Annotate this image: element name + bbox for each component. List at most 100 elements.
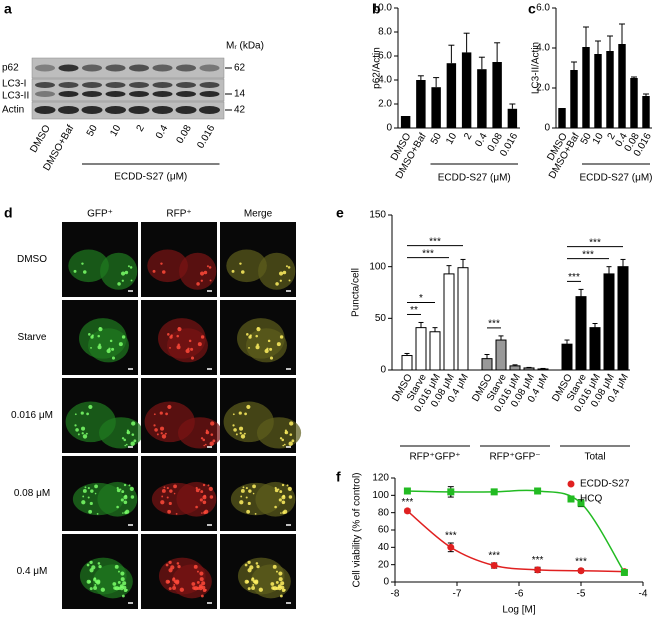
- cell: [147, 249, 188, 283]
- puncta: [196, 581, 200, 584]
- micrograph: [62, 456, 138, 531]
- puncta: [233, 428, 237, 432]
- x-tick-label: -6: [515, 589, 524, 600]
- puncta: [153, 424, 156, 427]
- micrograph: [62, 222, 138, 297]
- bar: [570, 70, 578, 128]
- y-tick-label: 20: [378, 559, 390, 570]
- puncta: [281, 483, 285, 487]
- puncta: [240, 434, 246, 439]
- puncta: [154, 428, 158, 432]
- puncta: [246, 580, 250, 584]
- data-point: [534, 487, 542, 495]
- puncta: [270, 582, 275, 586]
- puncta: [198, 586, 203, 591]
- mw-label: 14: [234, 89, 246, 100]
- cell: [258, 252, 296, 290]
- puncta: [291, 439, 295, 443]
- cell: [98, 417, 144, 449]
- puncta: [202, 495, 207, 500]
- puncta: [169, 489, 173, 493]
- puncta: [289, 421, 294, 426]
- puncta: [117, 282, 121, 286]
- puncta: [255, 562, 259, 565]
- y-tick-label: 120: [372, 473, 389, 484]
- bar: [457, 267, 469, 371]
- puncta: [177, 343, 180, 346]
- data-point: [534, 566, 542, 574]
- puncta: [247, 587, 251, 591]
- significance-label: ***: [422, 248, 434, 259]
- puncta: [89, 501, 93, 506]
- puncta: [153, 413, 156, 416]
- blot-band: [176, 82, 196, 88]
- bar: [429, 331, 441, 371]
- puncta: [172, 586, 177, 590]
- puncta: [124, 444, 127, 447]
- puncta: [161, 489, 166, 493]
- puncta: [246, 404, 251, 409]
- blot-band: [105, 82, 126, 88]
- puncta: [163, 486, 166, 489]
- puncta: [239, 426, 244, 431]
- puncta: [204, 509, 209, 514]
- y-tick-label: 2.0: [536, 83, 550, 94]
- puncta: [278, 577, 283, 582]
- column-header: GFP⁺: [87, 209, 113, 220]
- puncta: [126, 429, 129, 432]
- mw-label: 62: [234, 63, 246, 74]
- y-tick-label: 100: [372, 490, 389, 501]
- puncta: [203, 270, 208, 275]
- bar: [400, 116, 411, 128]
- blot-band: [82, 82, 102, 88]
- group-label: ECDD-S27 (μM): [580, 173, 653, 184]
- puncta: [239, 432, 242, 435]
- puncta: [280, 512, 282, 514]
- x-tick-label: 50: [429, 131, 444, 147]
- lane-label: 10: [108, 123, 123, 139]
- puncta: [199, 577, 204, 582]
- puncta: [279, 437, 283, 440]
- puncta: [231, 269, 235, 273]
- puncta: [241, 270, 245, 274]
- puncta: [94, 584, 97, 586]
- puncta: [281, 588, 286, 593]
- puncta: [173, 484, 177, 489]
- puncta: [279, 279, 282, 282]
- bar: [495, 339, 507, 371]
- puncta: [80, 411, 84, 415]
- puncta: [200, 335, 205, 339]
- blot-band: [199, 82, 220, 88]
- puncta: [161, 495, 164, 498]
- puncta: [277, 488, 280, 491]
- blot-band: [129, 64, 149, 72]
- legend-label: ECDD-S27: [580, 479, 630, 490]
- puncta: [176, 345, 181, 350]
- blot-band: [35, 64, 55, 72]
- group-label: ECDD-S27 (μM): [438, 173, 511, 184]
- blot-band: [82, 91, 102, 97]
- puncta: [120, 498, 124, 502]
- puncta: [193, 587, 196, 590]
- puncta: [239, 500, 244, 505]
- significance-label: **: [410, 305, 418, 316]
- puncta: [166, 496, 169, 499]
- significance-label: ***: [488, 319, 500, 330]
- puncta: [128, 484, 131, 487]
- puncta: [204, 443, 207, 446]
- puncta: [121, 490, 125, 494]
- panel-label: c: [528, 1, 536, 17]
- puncta: [131, 421, 136, 426]
- y-tick-label: 6.0: [378, 51, 392, 62]
- puncta: [116, 505, 119, 509]
- puncta: [111, 356, 116, 360]
- blot-band: [152, 106, 173, 114]
- blot-band: [34, 106, 56, 114]
- bar: [575, 296, 587, 371]
- puncta: [167, 509, 172, 514]
- puncta: [248, 335, 252, 339]
- y-tick-label: 4.0: [378, 75, 392, 86]
- x-tick-label: 10: [444, 131, 459, 147]
- puncta: [232, 413, 235, 416]
- puncta: [202, 588, 207, 593]
